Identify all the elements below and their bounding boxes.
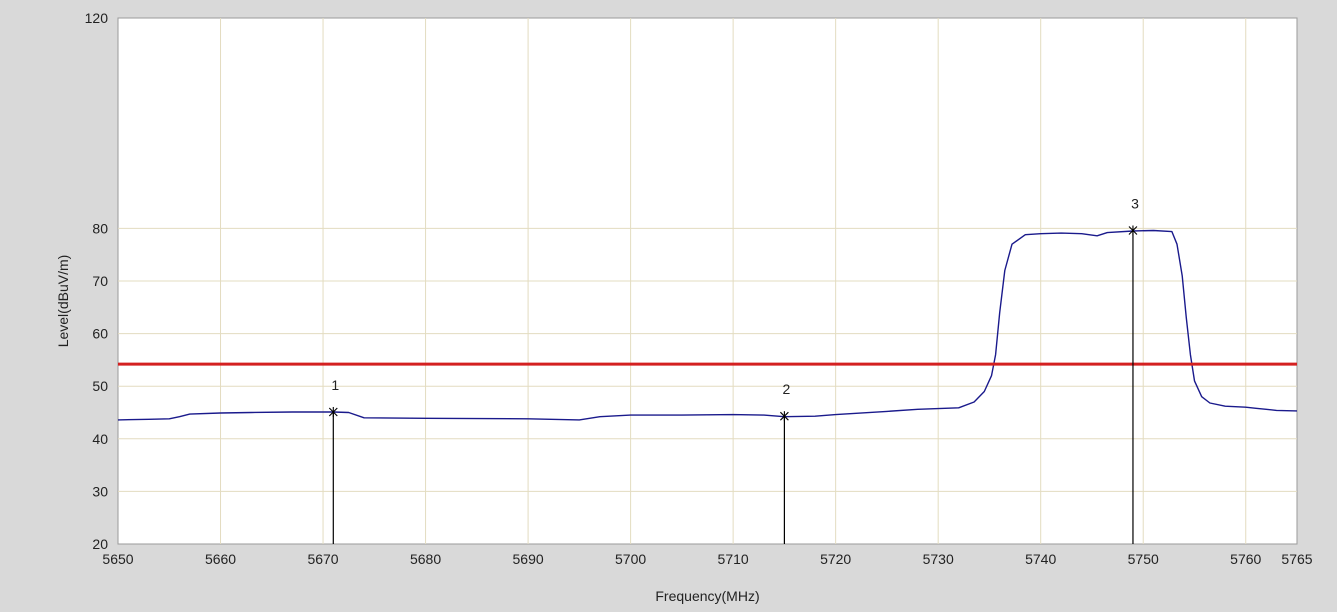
x-tick-label: 5650 — [102, 551, 133, 567]
x-tick-label: 5710 — [718, 551, 749, 567]
y-tick-label: 30 — [92, 483, 108, 499]
x-tick-label: 5730 — [923, 551, 954, 567]
x-tick-label: 5740 — [1025, 551, 1056, 567]
series-line — [117, 229, 1298, 421]
x-tick-label: 5720 — [820, 551, 851, 567]
series-group — [117, 229, 1298, 421]
x-tick-label: 5670 — [307, 551, 338, 567]
marker: 1 — [328, 377, 339, 544]
marker-label: 3 — [1131, 196, 1139, 212]
x-tick-label: 5690 — [513, 551, 544, 567]
y-tick-label: 40 — [92, 431, 108, 447]
y-tick-label: 50 — [92, 378, 108, 394]
x-tick-label: 5765 — [1281, 551, 1312, 567]
x-tick-labels: 5650 5660 5670 5680 5690 5700 5710 5720 5730 5740… — [102, 551, 1312, 567]
y-tick-label: 60 — [92, 326, 108, 342]
markers-group: 1 2 3 — [328, 196, 1139, 544]
y-tick-labels: 20 30 40 50 60 70 80 120 — [85, 10, 109, 552]
y-tick-label: 80 — [92, 220, 108, 236]
x-tick-label: 5660 — [205, 551, 236, 567]
y-axis-title: Level(dBuV/m) — [55, 255, 71, 348]
y-grid — [118, 227, 1297, 492]
x-axis-title: Frequency(MHz) — [655, 588, 759, 604]
x-tick-label: 5680 — [410, 551, 441, 567]
y-tick-label: 70 — [92, 273, 108, 289]
y-tick-label: 20 — [92, 536, 108, 552]
marker: 2 — [780, 381, 790, 544]
y-tick-label: 120 — [85, 10, 109, 26]
x-tick-label: 5750 — [1128, 551, 1159, 567]
marker-label: 2 — [782, 381, 790, 397]
marker-label: 1 — [331, 377, 339, 393]
marker: 3 — [1128, 196, 1139, 544]
x-tick-label: 5760 — [1230, 551, 1261, 567]
x-tick-label: 5700 — [615, 551, 646, 567]
